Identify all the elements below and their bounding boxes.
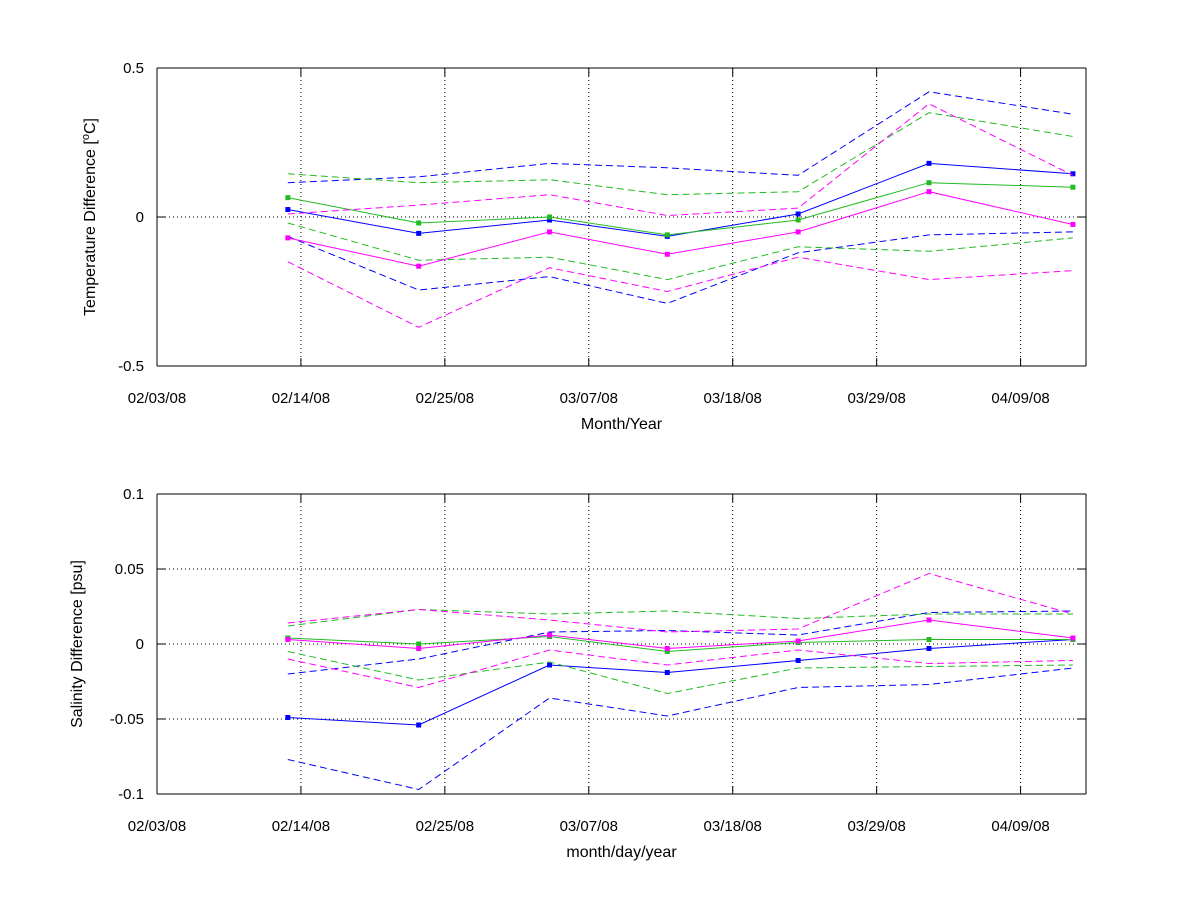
grid xyxy=(157,494,1086,794)
data-point xyxy=(926,189,932,195)
data-point xyxy=(926,646,932,651)
series-line xyxy=(287,91,1073,184)
data-point xyxy=(416,646,422,651)
y-tick-label: 0.5 xyxy=(123,60,144,77)
series-line xyxy=(287,649,1073,689)
data-point xyxy=(795,211,801,217)
data-point xyxy=(926,637,932,642)
axes-frame: 02/03/08 02/14/08 02/25/08 03/07/08 03/18/08… xyxy=(118,60,1087,407)
series-line xyxy=(287,191,1074,267)
data-point xyxy=(795,638,801,644)
series-line xyxy=(287,651,1073,695)
x-tick-label: 03/18/08 xyxy=(704,390,762,407)
grid xyxy=(157,68,1086,366)
data-point xyxy=(416,263,422,269)
data-point xyxy=(1070,171,1076,177)
y-tick-label: -0.5 xyxy=(118,358,144,375)
data-point xyxy=(664,251,670,257)
y-tick-label: -0.05 xyxy=(110,711,144,728)
data-point xyxy=(547,632,553,638)
data-point xyxy=(926,160,932,166)
data-point xyxy=(416,220,422,226)
y-axis-label: Salinity Difference [psu] xyxy=(69,560,86,728)
y-tick-label: 0.05 xyxy=(115,561,144,578)
data-point xyxy=(664,649,670,654)
series-line xyxy=(287,162,1073,237)
x-tick-label: 02/25/08 xyxy=(416,390,474,407)
y-tick-label: 0 xyxy=(136,636,144,653)
data-point xyxy=(795,217,801,223)
y-tick-label: 0.1 xyxy=(123,486,144,503)
data-point xyxy=(285,235,291,241)
x-tick-label: 03/07/08 xyxy=(560,818,618,835)
series-line xyxy=(287,112,1073,196)
x-tick-label: 02/03/08 xyxy=(128,818,186,835)
data-point xyxy=(926,180,932,186)
x-tick-label: 02/14/08 xyxy=(272,818,330,835)
x-tick-label: 02/14/08 xyxy=(272,390,330,407)
series-line xyxy=(287,572,1074,633)
x-tick-label: 03/18/08 xyxy=(704,818,762,835)
x-tick-label: 04/09/08 xyxy=(991,818,1049,835)
data-point xyxy=(926,617,932,623)
series-line xyxy=(287,231,1073,304)
x-tick-label: 02/03/08 xyxy=(128,390,186,407)
data-point xyxy=(664,646,670,651)
x-axis-label: month/day/year xyxy=(566,844,677,861)
data-point xyxy=(285,207,291,213)
data-point xyxy=(1070,635,1076,641)
y-tick-label: 0 xyxy=(136,209,144,226)
data-point xyxy=(795,658,801,663)
salinity-plot: 02/03/08 02/14/08 02/25/08 03/07/08 03/18/08… xyxy=(69,486,1087,861)
data-point xyxy=(416,641,422,647)
series-line xyxy=(287,256,1073,328)
data-point xyxy=(547,217,553,223)
data-point xyxy=(1070,184,1076,190)
data-point xyxy=(285,715,291,720)
y-axis-label: Temperature Difference [oC] xyxy=(80,118,99,316)
data-point xyxy=(795,229,801,235)
y-axis-label-part: Temperature Difference [ xyxy=(82,140,99,316)
series-line xyxy=(287,667,1073,791)
x-tick-label: 03/29/08 xyxy=(847,818,905,835)
data-point xyxy=(1070,221,1076,227)
x-axis-label: Month/Year xyxy=(581,416,663,433)
x-tick-label: 03/07/08 xyxy=(560,390,618,407)
data-point xyxy=(664,232,670,238)
data-point xyxy=(285,637,291,642)
data-point xyxy=(547,662,553,668)
series-line xyxy=(287,182,1073,236)
series-line xyxy=(287,608,1073,627)
series-group xyxy=(285,91,1076,328)
x-tick-label: 04/09/08 xyxy=(991,390,1049,407)
x-tick-label: 02/25/08 xyxy=(416,818,474,835)
temperature-plot: 02/03/08 02/14/08 02/25/08 03/07/08 03/18/08… xyxy=(80,60,1087,433)
data-point xyxy=(547,214,553,220)
series-line xyxy=(287,103,1074,217)
data-point xyxy=(547,229,553,235)
series-line xyxy=(287,639,1073,726)
data-point xyxy=(285,195,291,201)
data-point xyxy=(664,670,670,675)
series-group xyxy=(285,572,1076,791)
y-tick-label: -0.1 xyxy=(118,786,144,803)
series-line xyxy=(287,222,1073,281)
data-point xyxy=(416,722,422,728)
data-point xyxy=(416,230,422,236)
y-axis-label-superscript: o xyxy=(80,134,92,140)
series-line xyxy=(287,610,1073,675)
y-axis-label-part: C] xyxy=(82,118,99,134)
axes-frame: 02/03/08 02/14/08 02/25/08 03/07/08 03/18/08… xyxy=(110,486,1087,835)
x-tick-label: 03/29/08 xyxy=(847,390,905,407)
